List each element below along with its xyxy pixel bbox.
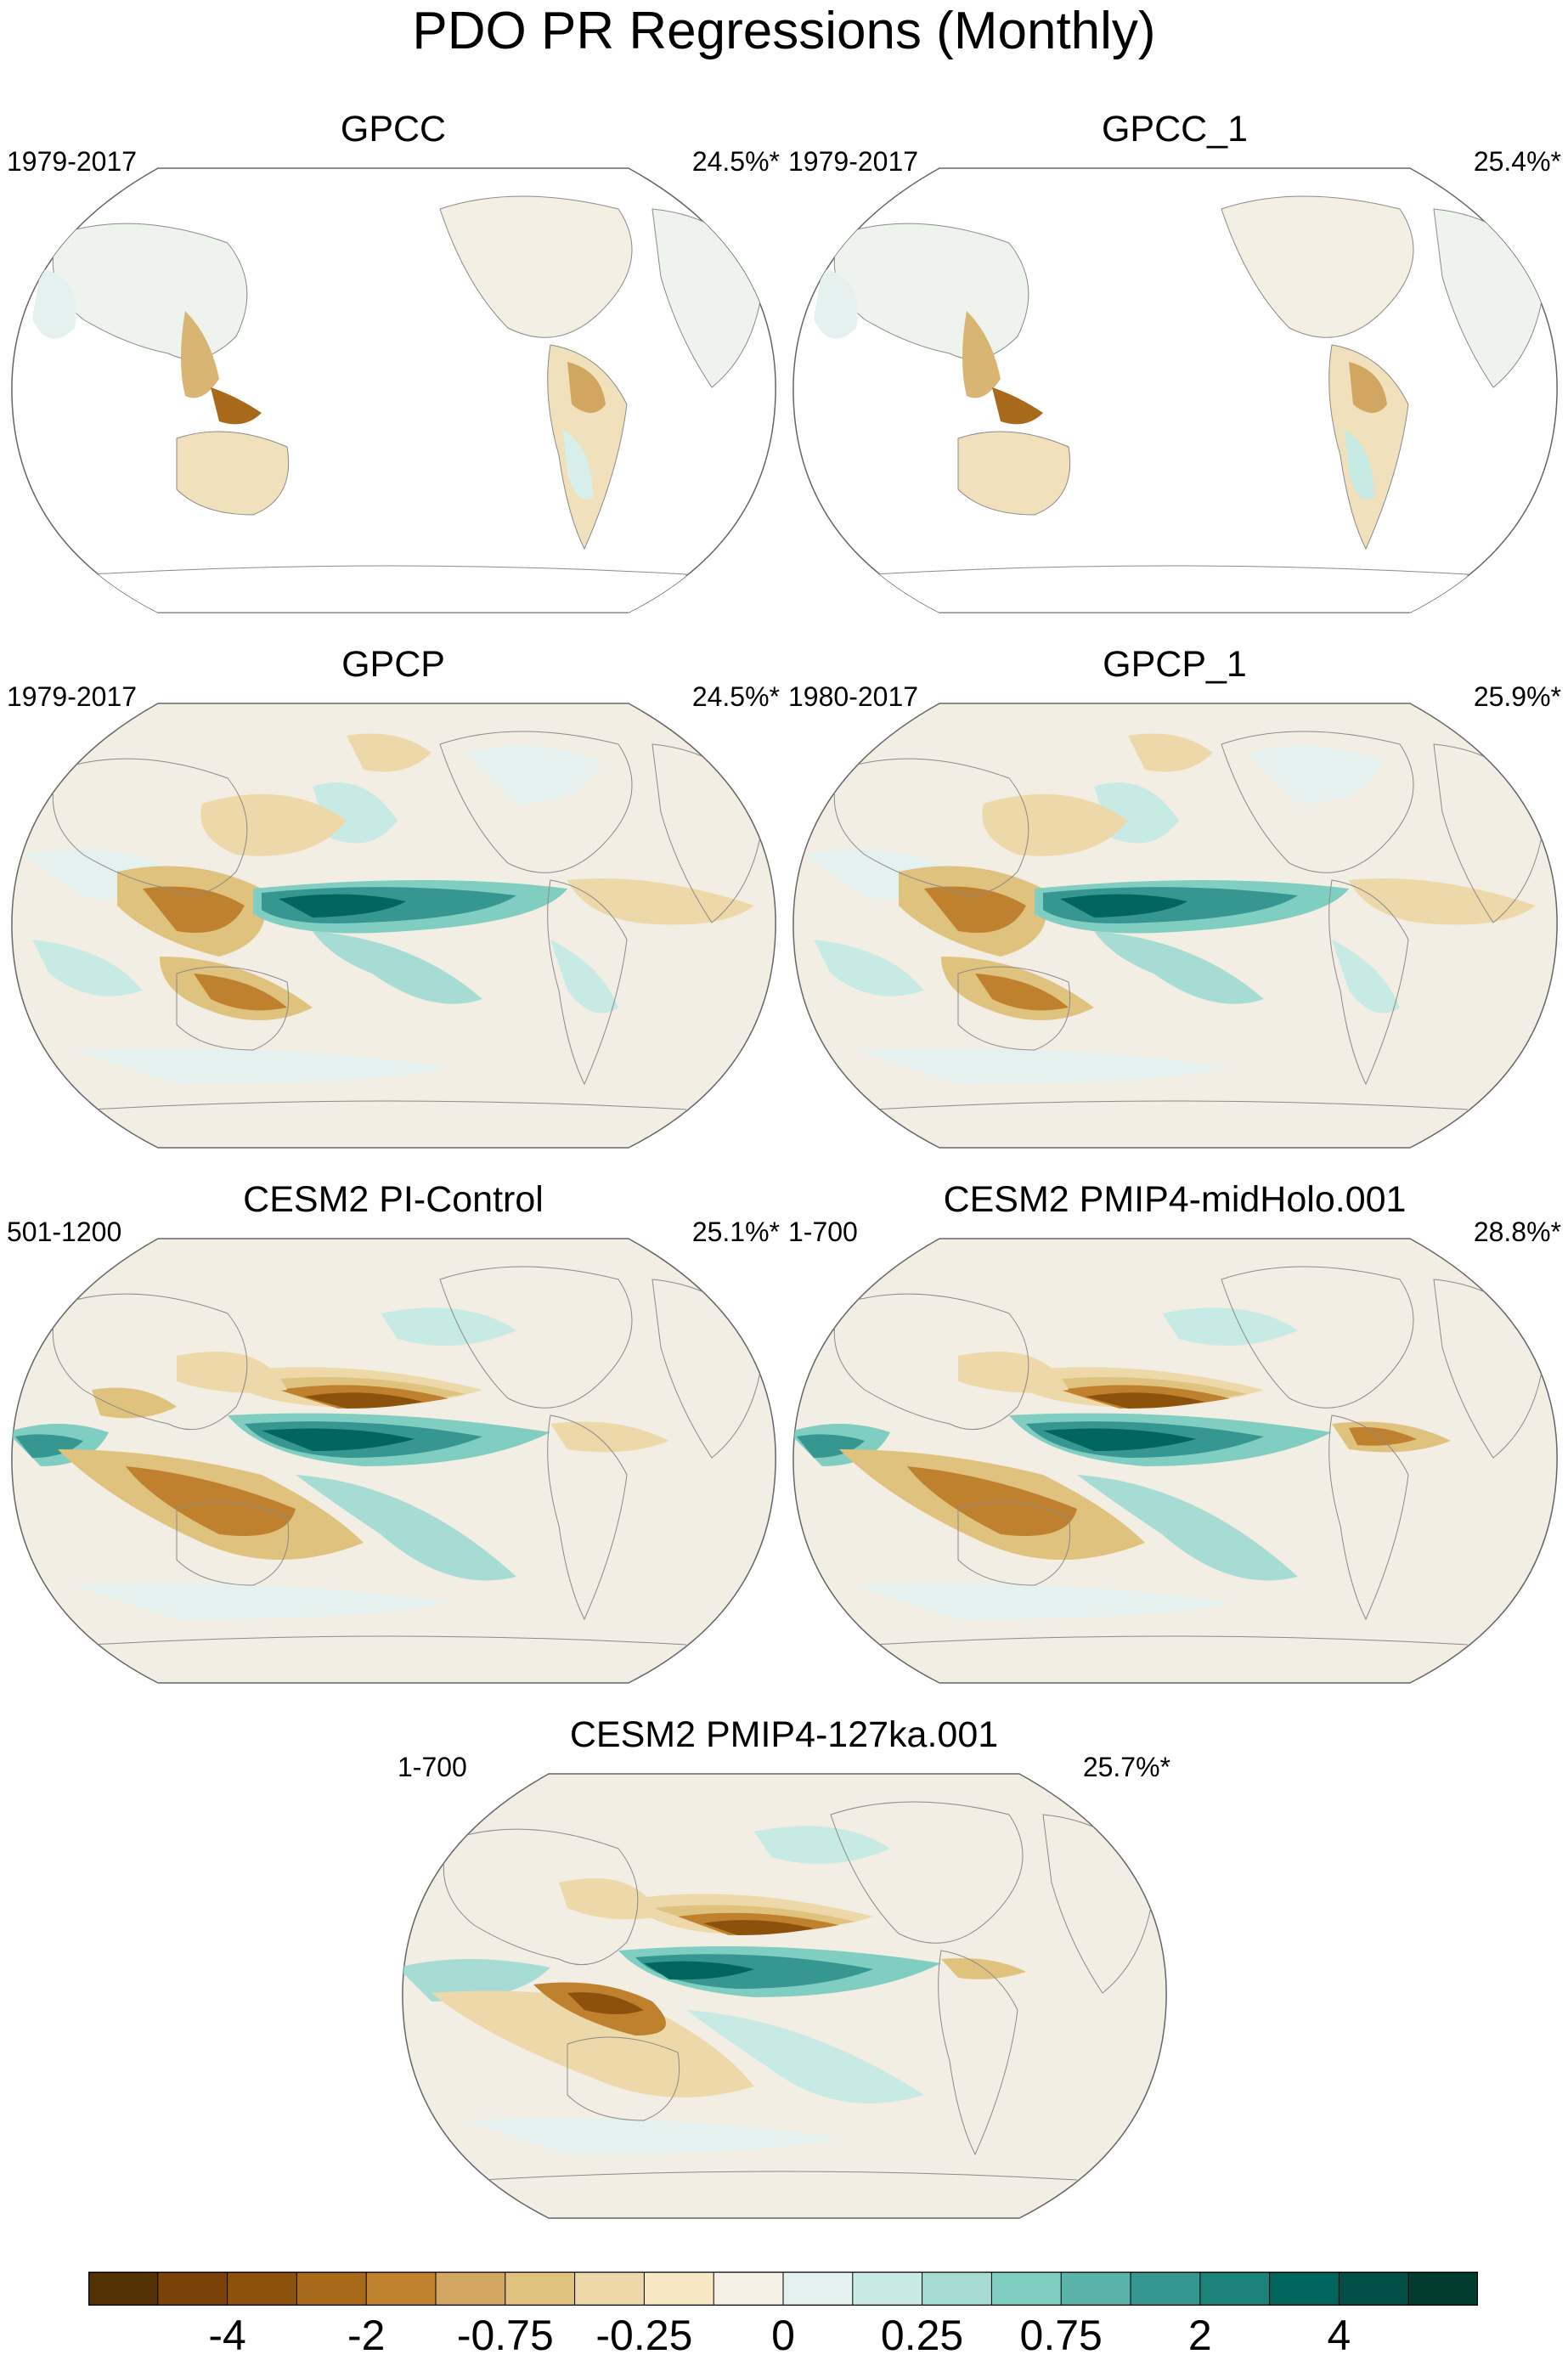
colorbar-swatch xyxy=(1061,2272,1131,2306)
panel-title: CESM2 PMIP4-127ka.001 xyxy=(569,1714,999,1755)
panel-title: GPCP_1 xyxy=(1103,644,1247,685)
colorbar-tick-label: 0.75 xyxy=(1019,2312,1103,2359)
panel-variance: 25.9%* xyxy=(1473,681,1561,712)
precip-field xyxy=(805,733,1536,1084)
colorbar-tick-label: 0 xyxy=(771,2312,795,2359)
colorbar-swatch xyxy=(1269,2272,1340,2306)
map-cesm2-127ka xyxy=(402,1773,1167,2219)
panel-period: 1-700 xyxy=(398,1752,467,1782)
colorbar-swatch xyxy=(574,2272,645,2306)
land-field xyxy=(32,195,764,613)
panel-period: 1-700 xyxy=(788,1217,858,1247)
colorbar-tick-label: 0.25 xyxy=(880,2312,964,2359)
panel-period: 1979-2017 xyxy=(788,146,919,177)
colorbar-tick-label: -2 xyxy=(347,2312,386,2359)
coastlines xyxy=(833,1266,1545,1646)
panel-cesm2-127ka: CESM2 PMIP4-127ka.001 1-700 25.7%* xyxy=(398,1713,1170,2239)
coastlines xyxy=(52,731,764,1110)
colorbar-swatch xyxy=(1131,2272,1201,2306)
coastlines xyxy=(833,731,1545,1110)
colorbar-tick-label: -0.75 xyxy=(456,2312,554,2359)
panel-variance: 25.1%* xyxy=(691,1217,780,1247)
colorbar-swatch xyxy=(713,2272,784,2306)
panel-gpcc: GPCC 1979-2017 24.5%* xyxy=(7,107,780,634)
panel-gpcc-1: GPCC_1 1979-2017 25.4%* xyxy=(788,107,1561,634)
colorbar xyxy=(88,2272,1478,2306)
colorbar-swatch xyxy=(852,2272,923,2306)
colorbar-swatch xyxy=(505,2272,576,2306)
precip-field xyxy=(24,733,754,1084)
panel-variance: 24.5%* xyxy=(691,146,780,177)
panel-variance: 25.7%* xyxy=(1082,1752,1170,1782)
panel-gpcp-1: GPCP_1 1980-2017 25.9%* xyxy=(788,642,1561,1169)
coastlines xyxy=(443,1801,1154,2181)
colorbar-swatch xyxy=(991,2272,1062,2306)
map-cesm2-pi-control xyxy=(11,1238,776,1684)
map-gpcc-1 xyxy=(792,167,1558,613)
colorbar-tick-label: 2 xyxy=(1187,2312,1212,2359)
colorbar-border xyxy=(88,2272,1478,2306)
colorbar-tick-label: -0.25 xyxy=(595,2312,693,2359)
panel-period: 1980-2017 xyxy=(788,681,919,712)
panel-title: CESM2 PI-Control xyxy=(243,1179,544,1220)
precip-field xyxy=(792,1307,1451,1619)
colorbar-swatch xyxy=(157,2272,228,2306)
panel-variance: 28.8%* xyxy=(1473,1217,1561,1247)
precip-field xyxy=(11,1307,669,1619)
map-gpcp xyxy=(11,703,776,1149)
panel-period: 501-1200 xyxy=(7,1217,122,1247)
panel-period: 1979-2017 xyxy=(7,146,138,177)
colorbar-swatch xyxy=(1408,2272,1478,2306)
colorbar-swatch xyxy=(644,2272,714,2306)
colorbar-swatch xyxy=(1339,2272,1409,2306)
colorbar-swatch xyxy=(366,2272,437,2306)
panel-variance: 24.5%* xyxy=(691,681,780,712)
precip-field xyxy=(402,1826,1026,2154)
colorbar-swatch xyxy=(436,2272,506,2306)
map-gpcp-1 xyxy=(792,703,1558,1149)
panel-title: GPCP xyxy=(341,644,445,685)
panel-title: GPCC xyxy=(340,109,447,150)
colorbar-swatch xyxy=(88,2272,159,2306)
colorbar-tick-label: -4 xyxy=(208,2312,246,2359)
map-cesm2-midholo xyxy=(792,1238,1558,1684)
panel-cesm2-pi-control: CESM2 PI-Control 501-1200 25.1%* xyxy=(7,1177,780,1704)
colorbar-tick-label: 4 xyxy=(1327,2312,1351,2359)
colorbar-swatch xyxy=(296,2272,367,2306)
map-gpcc xyxy=(11,167,776,613)
panel-period: 1979-2017 xyxy=(7,681,138,712)
panel-gpcp: GPCP 1979-2017 24.5%* xyxy=(7,642,780,1169)
panel-title: CESM2 PMIP4-midHolo.001 xyxy=(943,1179,1407,1220)
colorbar-swatch xyxy=(922,2272,992,2306)
colorbar-swatch xyxy=(783,2272,854,2306)
panel-cesm2-midholo: CESM2 PMIP4-midHolo.001 1-700 28.8%* xyxy=(788,1177,1561,1704)
colorbar-swatch xyxy=(1199,2272,1271,2306)
land-field xyxy=(814,195,1545,613)
colorbar-swatch xyxy=(227,2272,297,2306)
panel-variance: 25.4%* xyxy=(1473,146,1561,177)
figure-title: PDO PR Regressions (Monthly) xyxy=(412,2,1156,60)
panel-title: GPCC_1 xyxy=(1101,109,1249,150)
